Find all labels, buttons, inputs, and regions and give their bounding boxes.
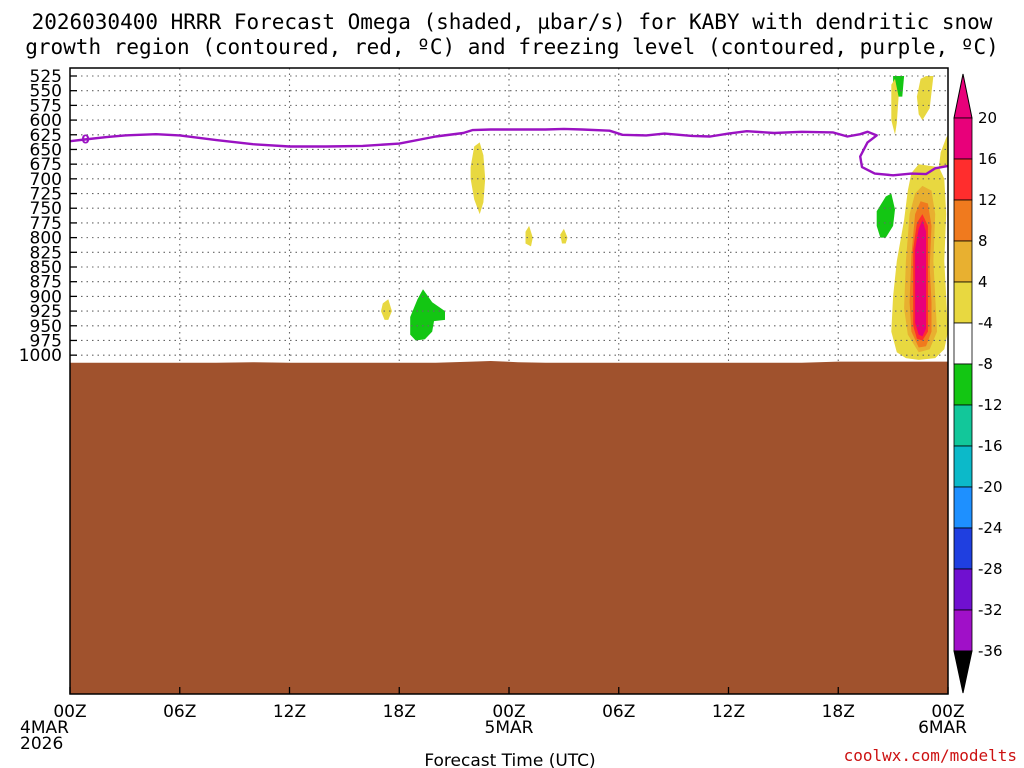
credit-text: coolwx.com/modelts	[844, 746, 1017, 765]
colorbar-swatch	[953, 527, 973, 570]
y-tick-label: 825	[30, 243, 62, 263]
y-tick-label: 875	[30, 273, 62, 293]
y-tick-label: 675	[30, 155, 62, 175]
colorbar-top-arrow	[953, 73, 973, 119]
x-tick-label: 00Z	[931, 702, 964, 722]
colorbar-label: -24	[978, 519, 1003, 537]
x-tick-label: 6MAR	[918, 718, 967, 738]
omega-region-neg8	[876, 193, 895, 238]
y-tick-label: 750	[30, 199, 62, 219]
colorbar-swatch	[953, 404, 973, 447]
colorbar-swatch	[953, 568, 973, 611]
colorbar-swatch	[953, 486, 973, 529]
y-tick-label: 850	[30, 258, 62, 278]
omega-region-4	[560, 228, 568, 244]
colorbar-swatch	[953, 322, 973, 365]
omega-region-neg8	[410, 289, 445, 341]
colorbar-label: 16	[978, 150, 997, 168]
omega-region-4	[381, 299, 392, 320]
colorbar-swatch	[953, 240, 973, 283]
colorbar-swatch	[953, 117, 973, 160]
omega-region-neg4	[569, 279, 636, 353]
y-tick-label: 775	[30, 214, 62, 234]
x-tick-label: 00Z	[492, 702, 525, 722]
x-tick-label: 18Z	[383, 702, 416, 722]
x-tick-label: 18Z	[822, 702, 855, 722]
colorbar-label: 20	[978, 109, 997, 127]
omega-region-neg4	[827, 76, 833, 82]
y-tick-label: 800	[30, 229, 62, 249]
y-tick-label: 650	[30, 140, 62, 160]
omega-region-4	[938, 134, 948, 168]
y-tick-label: 600	[30, 111, 62, 131]
omega-region-neg4	[708, 314, 720, 336]
colorbar-swatch	[953, 609, 973, 652]
colorbar-label: -32	[978, 601, 1003, 619]
y-tick-label: 625	[30, 126, 62, 146]
x-tick-label: 06Z	[163, 702, 196, 722]
omega-region-neg4	[904, 76, 916, 103]
y-axis-tick-labels: 5255505756006256506757007257507758008258…	[19, 67, 77, 366]
y-tick-label: 900	[30, 287, 62, 307]
y-tick-label: 525	[30, 67, 62, 87]
y-tick-label: 975	[30, 331, 62, 351]
x-tick-label: 00Z	[53, 702, 86, 722]
omega-region-4	[525, 225, 533, 247]
colorbar-swatch	[953, 281, 973, 324]
omega-region-neg4	[787, 269, 824, 329]
x-tick-label: 2026	[20, 734, 63, 754]
x-tick-label: 4MAR	[20, 718, 69, 738]
colorbar-swatch	[953, 158, 973, 201]
colorbar-label: -20	[978, 478, 1003, 496]
y-tick-label: 700	[30, 170, 62, 190]
colorbar-swatch	[953, 445, 973, 488]
y-tick-label: 725	[30, 185, 62, 205]
x-tick-label: 12Z	[273, 702, 306, 722]
colorbar-legend: 20 16 12 8 4 -4 -8 -12 -16 -20 -24 -28 -32 -36	[953, 73, 1003, 694]
omega-region-neg4	[595, 76, 616, 168]
x-tick-label: 5MAR	[485, 718, 534, 738]
y-tick-label: 925	[30, 302, 62, 322]
omega-region-20	[915, 220, 926, 337]
colorbar-label: -16	[978, 437, 1003, 455]
colorbar-label: 12	[978, 191, 997, 209]
y-tick-label: 575	[30, 96, 62, 116]
plot-area: 0	[69, 67, 949, 695]
omega-region-neg4	[545, 76, 566, 115]
colorbar-label: -28	[978, 560, 1003, 578]
omega-region-neg8	[893, 76, 905, 97]
colorbar-label: -8	[978, 355, 993, 373]
colorbar-label: -4	[978, 314, 993, 332]
terrain-fill	[70, 361, 948, 694]
colorbar-label: -12	[978, 396, 1003, 414]
omega-region-4	[470, 142, 486, 215]
colorbar-swatch	[953, 363, 973, 406]
chart-title-line1: 2026030400 HRRR Forecast Omega (shaded, …	[32, 10, 993, 34]
x-axis-label: Forecast Time (UTC)	[424, 751, 595, 768]
chart-title-line2: growth region (contoured, red, ºC) and f…	[25, 35, 999, 59]
freezing-level-label: 0	[81, 132, 89, 146]
freezing-level-contour	[69, 127, 949, 177]
y-tick-label: 1000	[19, 346, 62, 366]
y-tick-label: 550	[30, 82, 62, 102]
colorbar-label: 8	[978, 232, 988, 250]
omega-region-4	[916, 76, 934, 121]
y-tick-label: 950	[30, 317, 62, 337]
colorbar-label: -36	[978, 642, 1003, 660]
colorbar-label: 4	[978, 273, 988, 291]
omega-region-4	[891, 78, 899, 135]
colorbar-swatch	[953, 199, 973, 242]
x-tick-label: 12Z	[712, 702, 745, 722]
x-tick-label: 06Z	[602, 702, 635, 722]
colorbar-bottom-arrow	[953, 650, 973, 694]
omega-region-neg4	[863, 76, 901, 121]
